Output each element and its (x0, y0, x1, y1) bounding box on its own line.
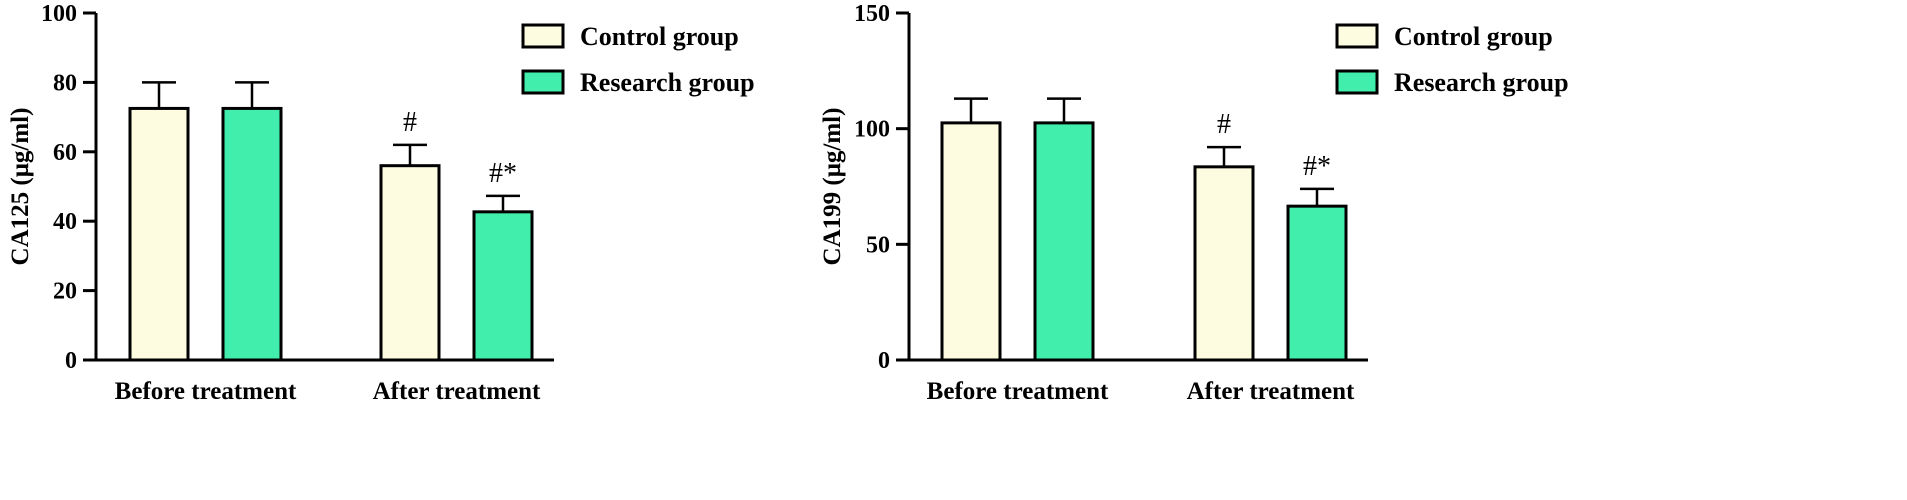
bar-control (128, 106, 190, 362)
y-tick-label: 100 (41, 1, 77, 27)
bar-research (221, 106, 283, 362)
y-tick-label: 40 (53, 209, 77, 235)
bar-control (1193, 165, 1255, 362)
y-tick-label: 100 (854, 117, 890, 143)
significance-label: # (1217, 109, 1231, 140)
x-category-label: Before treatment (115, 378, 297, 405)
chart-panel-1: CA125 (μg/ml) 0 20 40 60 80 100 Before treatmen… (7, 1, 755, 405)
bar-research (1286, 204, 1348, 362)
y-tick-label: 60 (53, 140, 77, 166)
bar-control (379, 164, 441, 362)
y-tick-label: 50 (866, 232, 890, 258)
y-axis-label: CA199 (μg/ml) (819, 108, 846, 266)
significance-label: #* (1303, 151, 1331, 182)
bar-research (472, 210, 534, 362)
legend-label: Research group (1394, 68, 1569, 97)
legend-label: Control group (580, 22, 739, 51)
x-category-label: Before treatment (927, 378, 1109, 405)
y-tick-label: 80 (53, 70, 77, 96)
legend-swatch-control (1335, 23, 1379, 49)
significance-label: # (403, 107, 417, 138)
y-tick-label: 20 (53, 279, 77, 305)
chart-panel-2: CA199 (μg/ml) 0 50 100 150 Before treatment # #… (819, 1, 1569, 405)
legend-label: Research group (580, 68, 755, 97)
legend-swatch-control (521, 23, 565, 49)
legend-swatch-research (1335, 69, 1379, 95)
y-tick-label: 0 (65, 348, 77, 374)
legend-swatch-research (521, 69, 565, 95)
bar-control (940, 121, 1002, 362)
x-category-label: After treatment (1187, 378, 1355, 405)
significance-label: #* (489, 158, 517, 189)
y-tick-label: 0 (878, 348, 890, 374)
y-tick-label: 150 (854, 1, 890, 27)
x-category-label: After treatment (373, 378, 541, 405)
bar-research (1033, 121, 1095, 362)
y-axis-label: CA125 (μg/ml) (7, 108, 34, 266)
legend-label: Control group (1394, 22, 1553, 51)
